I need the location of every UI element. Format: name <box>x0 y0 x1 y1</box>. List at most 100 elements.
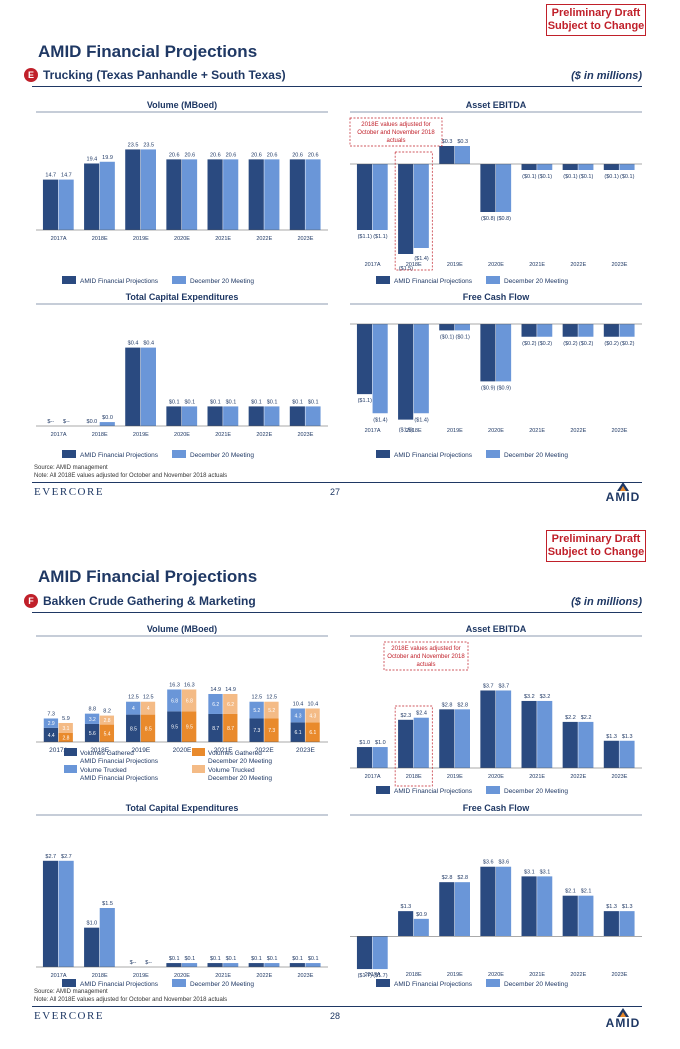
bar-meeting <box>619 164 635 170</box>
bar-meeting <box>372 164 388 230</box>
x-tick-label: 2018E <box>90 747 109 754</box>
data-label: ($0.1) <box>538 174 553 180</box>
footnotes: Source: AMID management Note: All 2018E … <box>34 465 228 479</box>
x-tick-label: 2017A <box>51 432 67 438</box>
data-label: $0.3 <box>457 139 468 145</box>
data-label: $3.1 <box>540 869 551 875</box>
data-label: $1.0 <box>87 921 98 927</box>
segment-label: 5.2 <box>253 708 260 714</box>
bar-projection <box>84 927 100 967</box>
units-label: ($ in millions) <box>571 70 642 82</box>
legend-label: Volumes Gathered <box>80 750 134 757</box>
x-tick-label: 2019E <box>447 972 463 978</box>
legend-label-meeting: December 20 Meeting <box>504 452 568 459</box>
bar-projection <box>125 149 141 230</box>
segment-label: 8.7 <box>227 726 234 732</box>
data-label: $1.5 <box>102 901 113 907</box>
data-label: ($0.2) <box>563 341 578 347</box>
x-tick-label: 2018E <box>406 428 422 434</box>
bar-trucked-projection <box>167 689 182 712</box>
data-label: $1.0 <box>375 740 386 746</box>
bar-projection <box>521 164 537 170</box>
data-label: $2.8 <box>457 702 468 708</box>
bar-trucked-projection <box>126 701 141 715</box>
bar-projection <box>480 324 496 382</box>
bar-projection <box>84 163 100 230</box>
bar-meeting <box>413 164 429 248</box>
bar-projection <box>289 963 305 967</box>
data-label: ($0.1) <box>620 174 635 180</box>
bar-projection <box>439 709 455 768</box>
bar-projection <box>521 324 537 337</box>
bar-gathered-meeting <box>99 724 115 742</box>
bar-projection <box>248 963 264 967</box>
segment-label: 2.9 <box>48 721 55 727</box>
bar-projection <box>356 936 373 970</box>
bar-projection <box>562 324 578 337</box>
bar-trucked-projection <box>84 713 100 724</box>
section-title: Trucking (Texas Panhandle + South Texas) <box>43 68 286 82</box>
x-tick-label: 2017A <box>51 236 67 242</box>
data-label: ($0.1) <box>579 174 594 180</box>
legend-label-meeting: December 20 Meeting <box>190 981 254 988</box>
bar-meeting <box>182 963 198 967</box>
legend-label-projection: AMID Financial Projections <box>394 278 473 285</box>
x-tick-label: 2023E <box>296 747 315 754</box>
legend-swatch <box>64 765 77 773</box>
x-tick-label: 2020E <box>488 428 504 434</box>
section-badge: F <box>24 594 38 608</box>
legend-swatch-projection <box>62 979 76 987</box>
data-label: ($0.9) <box>497 385 512 391</box>
data-label: $1.3 <box>622 904 633 910</box>
data-label: ($0.1) <box>440 334 455 340</box>
legend-swatch-projection <box>62 450 76 458</box>
legend-label: December 20 Meeting <box>208 758 272 765</box>
bar-meeting <box>58 179 74 230</box>
chart-title: Volume (MBoed) <box>147 100 217 110</box>
data-label: $0.1 <box>308 399 319 405</box>
segment-label: 5.4 <box>104 731 111 737</box>
data-label: ($0.2) <box>620 341 635 347</box>
bar-meeting <box>372 936 388 970</box>
data-label: $0.1 <box>226 399 237 405</box>
bar-meeting <box>496 164 512 212</box>
bar-meeting <box>264 963 280 967</box>
data-label: $0.1 <box>292 956 303 962</box>
bar-meeting <box>578 721 594 768</box>
bar-projection <box>398 164 414 254</box>
segment-label: 8.7 <box>212 726 219 732</box>
legend-label-meeting: December 20 Meeting <box>190 278 254 285</box>
bar-meeting <box>182 159 198 230</box>
bar-projection <box>166 406 182 426</box>
annotation-text: 2018E values adjusted for <box>361 122 430 128</box>
bar-meeting <box>537 324 553 337</box>
bar-gathered-meeting <box>223 713 238 742</box>
x-tick-label: 2019E <box>447 774 463 780</box>
bar-meeting <box>496 866 512 937</box>
legend-label-projection: AMID Financial Projections <box>394 452 473 459</box>
data-label: $0.1 <box>251 399 262 405</box>
amid-logo: AMID <box>598 1008 648 1029</box>
x-tick-label: 2021E <box>214 747 233 754</box>
x-tick-label: 2021E <box>215 432 231 438</box>
legend-swatch-projection <box>376 979 390 987</box>
slide-28: Preliminary Draft Subject to Change AMID… <box>0 524 680 1044</box>
legend-swatch-meeting <box>172 979 186 987</box>
legend-label-projection: AMID Financial Projections <box>80 278 159 285</box>
legend-label: Volume Trucked <box>80 767 127 774</box>
data-label: $0.1 <box>184 956 195 962</box>
total-label: 16.3 <box>184 682 195 688</box>
segment-label: 4.4 <box>48 733 55 739</box>
legend-swatch-meeting <box>486 450 500 458</box>
bar-meeting <box>619 740 635 768</box>
bar-meeting <box>413 918 429 937</box>
segment-label: 4.3 <box>295 713 302 719</box>
bar-projection <box>398 911 414 937</box>
total-label: 14.9 <box>225 687 236 693</box>
bar-projection <box>125 347 141 426</box>
segment-label: 4.3 <box>309 713 316 719</box>
bar-projection <box>42 179 59 230</box>
legend-label-projection: AMID Financial Projections <box>80 452 159 459</box>
legend-label: AMID Financial Projections <box>80 758 159 765</box>
bar-projection <box>356 164 373 230</box>
